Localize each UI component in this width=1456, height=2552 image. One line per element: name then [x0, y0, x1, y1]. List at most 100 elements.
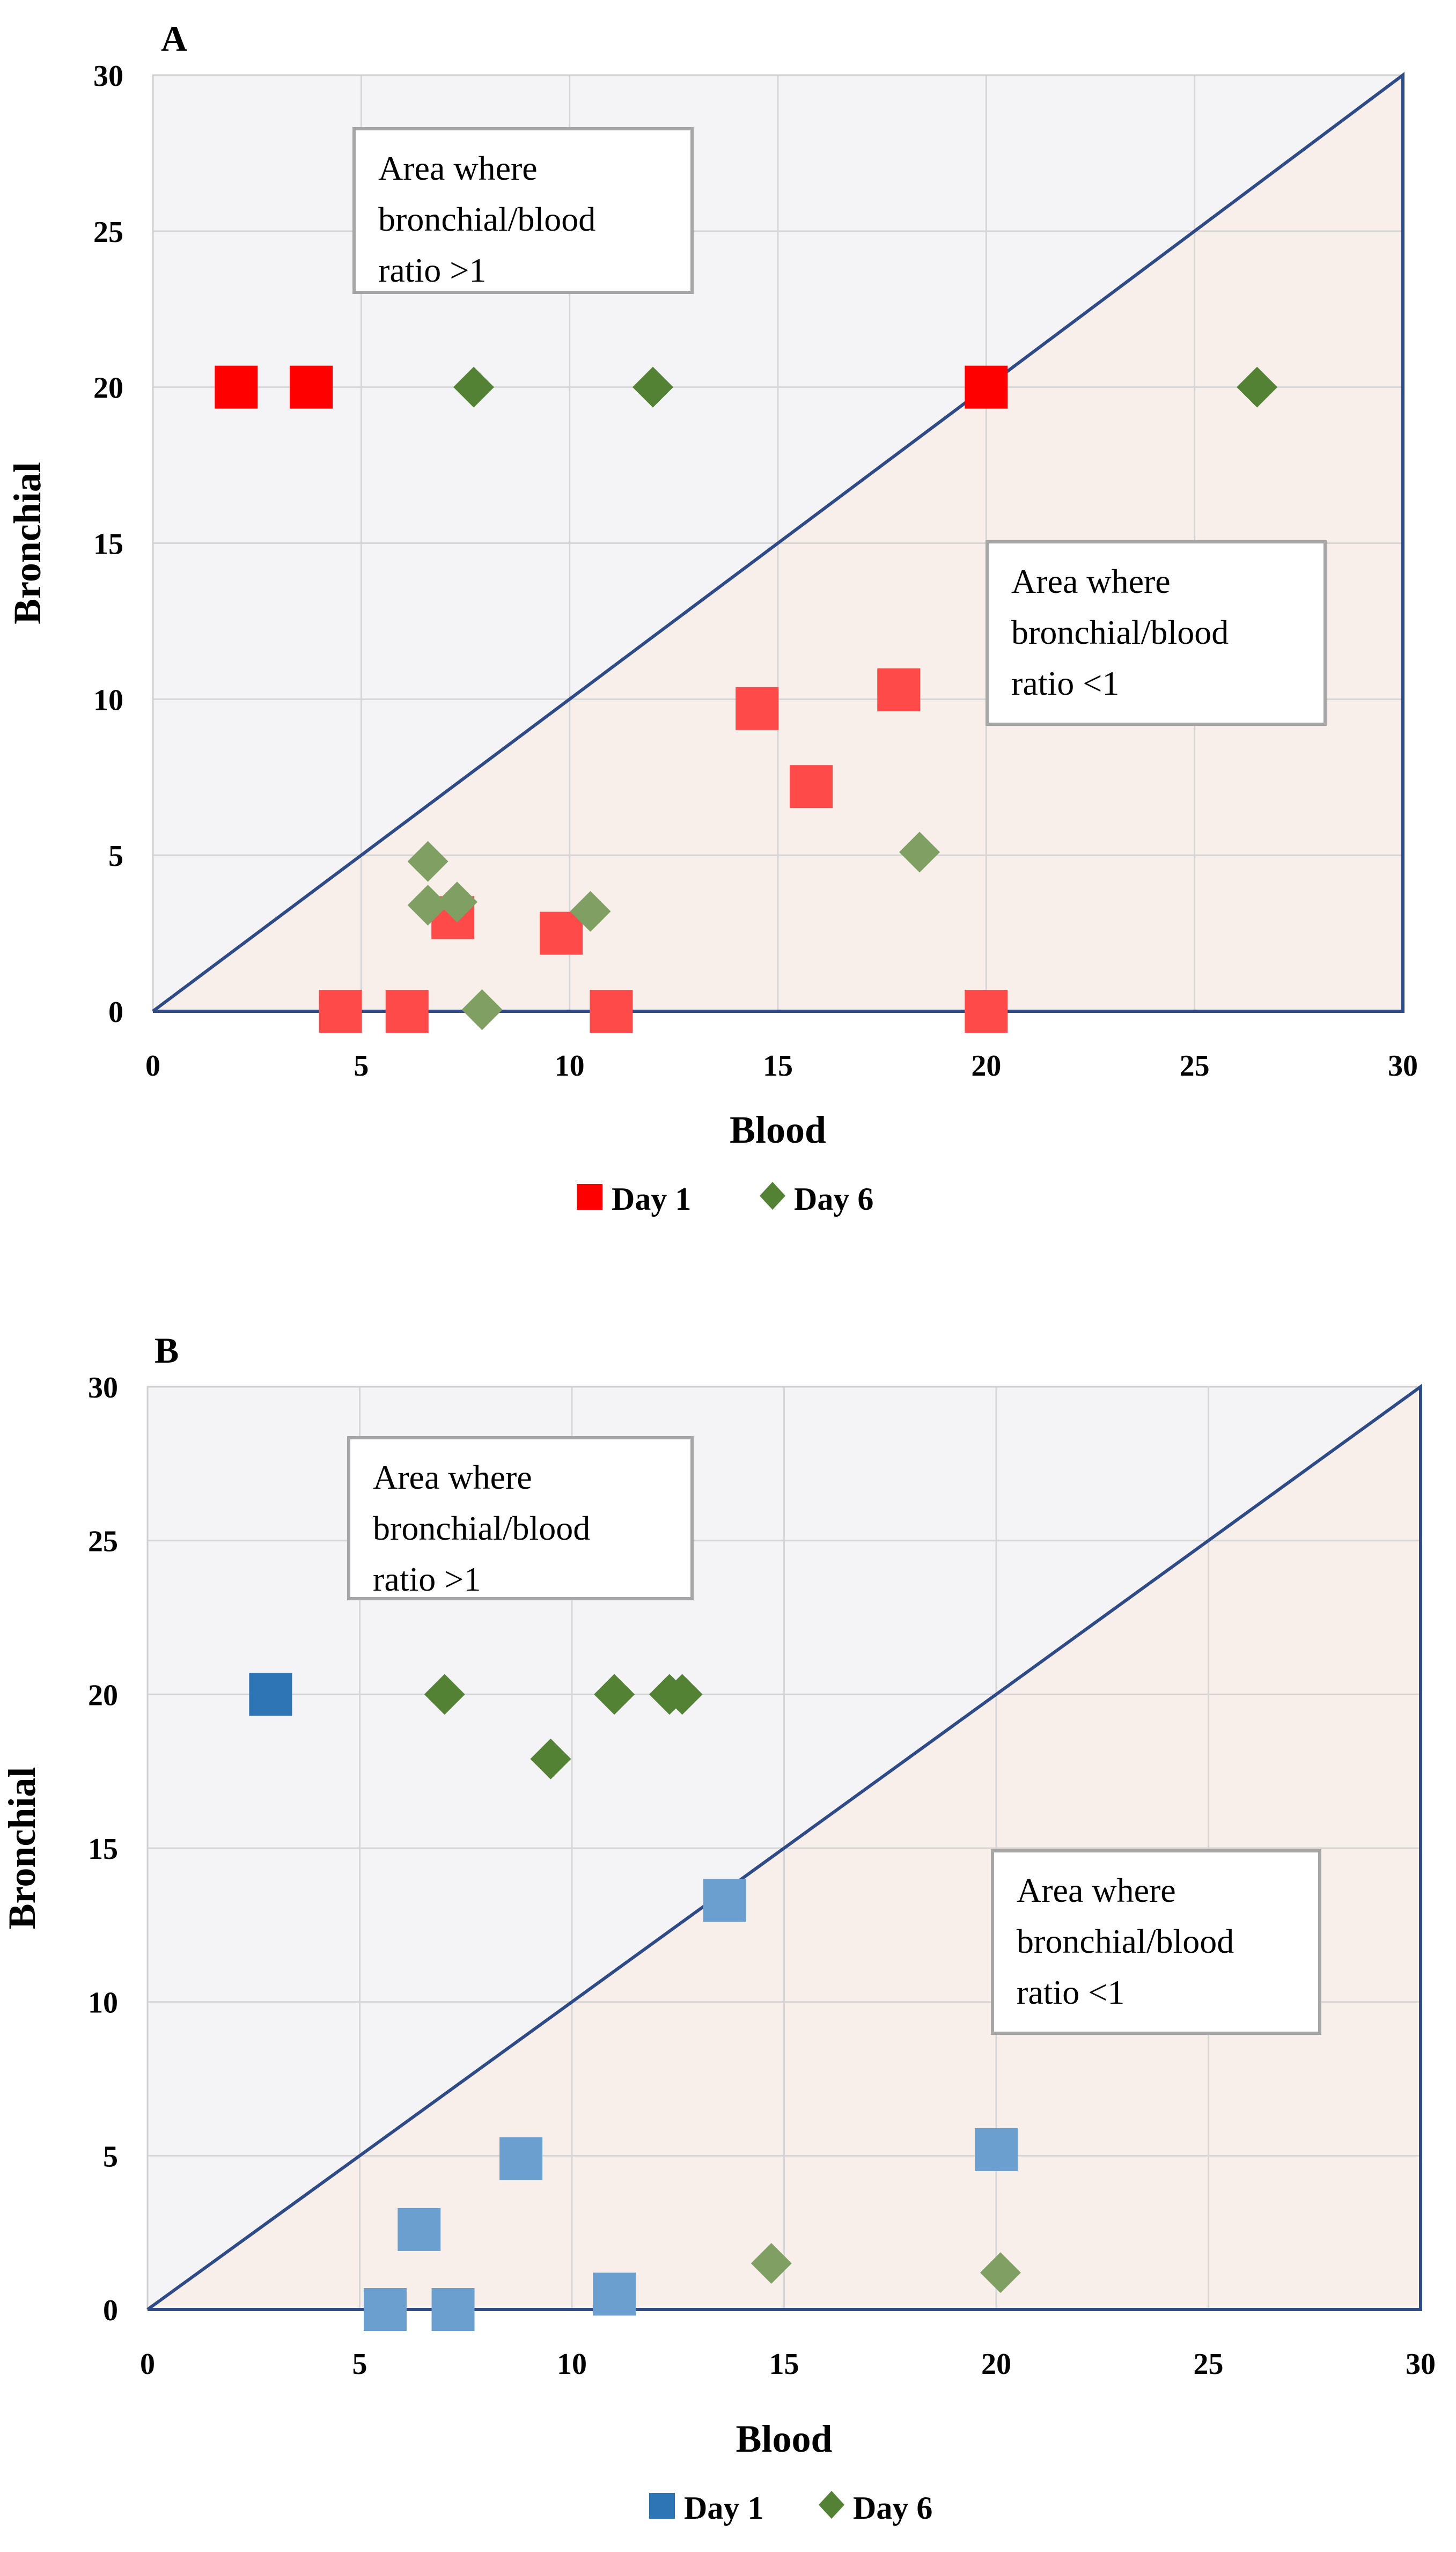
data-point-square: [540, 911, 583, 955]
data-point-square: [790, 765, 833, 808]
data-point-diamond: [1237, 366, 1278, 408]
data-point-square: [290, 365, 333, 409]
x-tick-label: 5: [352, 2348, 367, 2381]
x-tick-label: 0: [145, 1049, 160, 1083]
x-tick-label: 15: [763, 1049, 793, 1083]
data-point-square: [385, 990, 429, 1033]
data-point-diamond: [570, 891, 611, 932]
data-point-diamond: [461, 989, 503, 1031]
x-tick-label: 20: [971, 1049, 1001, 1083]
legend-marker-diamond: [760, 1182, 785, 1210]
y-tick-label: 5: [108, 840, 123, 873]
data-point-square: [965, 365, 1008, 409]
legend-entry: Day 1: [577, 1181, 691, 1217]
legend-marker-square: [649, 2493, 675, 2519]
data-point-diamond: [899, 832, 940, 873]
data-point-diamond: [407, 841, 448, 882]
y-tick-label: 30: [93, 60, 123, 93]
reference-line-y-equals-x: [152, 72, 1404, 1013]
data-point-square: [319, 990, 362, 1033]
panel-label: B: [155, 1330, 179, 1371]
x-tick-label: 30: [1388, 1049, 1418, 1083]
panel-label: A: [161, 18, 187, 59]
data-point-diamond: [633, 366, 673, 408]
x-tick-label: 10: [557, 2348, 587, 2381]
data-point-diamond: [436, 881, 477, 923]
annotation-line: ratio <1: [1011, 664, 1119, 702]
annotation-above-line: Area where bronchial/blood ratio >1: [352, 127, 694, 294]
data-point-diamond: [751, 2243, 792, 2284]
y-tick-label: 0: [103, 2294, 118, 2327]
y-tick-label: 10: [93, 683, 123, 717]
data-point-square: [965, 990, 1008, 1033]
data-point-square: [215, 365, 258, 409]
y-tick-label: 10: [88, 1987, 118, 2020]
data-point-diamond: [407, 885, 448, 926]
annotation-below-line: Area where bronchial/blood ratio <1: [986, 540, 1327, 726]
annotation-box: [986, 540, 1327, 726]
series-day-1: [215, 365, 1008, 1033]
legend-label: Day 1: [612, 1181, 691, 1217]
annotation-line: bronchial/blood: [1017, 1922, 1234, 1960]
series-day-6: [424, 1674, 1021, 2293]
data-point-square: [398, 2208, 441, 2251]
legend-label: Day 6: [794, 1181, 873, 1217]
annotation-line: bronchial/blood: [1011, 613, 1229, 651]
reference-line-y-equals-x: [146, 1384, 1422, 2311]
x-tick-label: 30: [1406, 2348, 1436, 2381]
x-tick-label: 0: [140, 2348, 155, 2381]
data-point-square: [593, 2272, 636, 2316]
data-point-diamond: [453, 366, 495, 408]
annotation-above-line: Area where bronchial/blood ratio >1: [347, 1436, 694, 1600]
legend-marker-square: [577, 1184, 602, 1210]
annotation-line: Area where: [1011, 562, 1171, 600]
x-axis-title: Blood: [736, 2417, 832, 2460]
data-point-diamond: [530, 1738, 571, 1779]
legend-label: Day 6: [853, 2490, 932, 2526]
data-point-square: [499, 2137, 543, 2181]
x-tick-label: 25: [1180, 1049, 1210, 1083]
y-axis-title: Bronchial: [1, 1767, 43, 1930]
legend-label: Day 1: [684, 2490, 763, 2526]
y-tick-label: 20: [93, 372, 123, 405]
x-tick-label: 25: [1194, 2348, 1224, 2381]
data-point-diamond: [661, 1674, 703, 1715]
data-point-diamond: [594, 1674, 635, 1715]
annotation-below-line: Area where bronchial/blood ratio <1: [991, 1849, 1321, 2035]
y-tick-label: 30: [88, 1371, 118, 1404]
annotation-line: ratio <1: [1017, 1973, 1124, 2011]
data-point-square: [877, 668, 921, 711]
y-tick-label: 15: [88, 1833, 118, 1866]
y-tick-label: 0: [108, 996, 123, 1029]
data-point-diamond: [424, 1674, 465, 1715]
annotation-line: ratio >1: [378, 251, 486, 289]
series-day-6: [407, 366, 1278, 1031]
series-day-1: [249, 1673, 1018, 2331]
chart-panel-b: 0 5 10 15 20 25 30 0 5 10 15 20 25 30 Blood Bronchial B A…: [1, 1330, 1436, 2526]
x-axis-title: Blood: [730, 1108, 826, 1151]
annotation-box: [991, 1849, 1321, 2035]
annotation-line: ratio >1: [373, 1560, 481, 1598]
data-point-square: [249, 1673, 292, 1716]
legend-marker-diamond: [819, 2491, 844, 2519]
annotation-line: bronchial/blood: [378, 200, 595, 238]
chart-panel-a: 0 5 10 15 20 25 30 0 5 10 15 20 25 30 Blood Bronchial A A…: [6, 18, 1418, 1217]
x-tick-label: 15: [769, 2348, 799, 2381]
y-tick-label: 5: [103, 2140, 118, 2173]
data-point-diamond: [980, 2252, 1021, 2293]
x-tick-label: 5: [354, 1049, 369, 1083]
y-axis-title: Bronchial: [6, 462, 49, 624]
annotation-line: Area where: [1017, 1871, 1176, 1909]
annotation-line: bronchial/blood: [373, 1509, 590, 1547]
y-tick-label: 25: [93, 216, 123, 249]
data-point-square: [590, 990, 633, 1033]
annotation-line: Area where: [373, 1458, 532, 1496]
annotation-box: [347, 1436, 694, 1600]
data-point-square: [431, 2288, 475, 2331]
data-point-square: [703, 1879, 746, 1922]
legend-entry: Day 6: [819, 2490, 932, 2526]
data-point-square: [363, 2288, 407, 2331]
x-tick-label: 20: [981, 2348, 1011, 2381]
annotation-box: [352, 127, 694, 294]
